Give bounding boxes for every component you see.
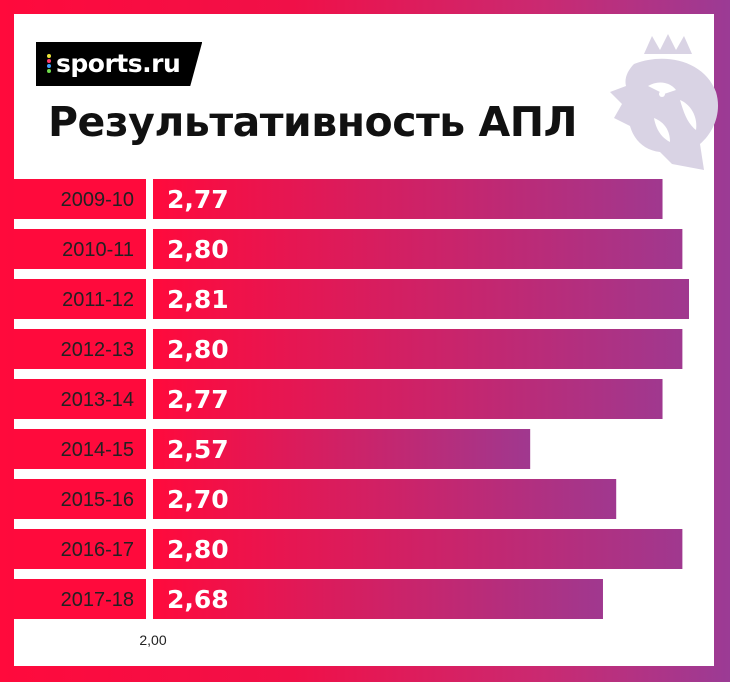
logo-text: sports.ru xyxy=(56,49,181,78)
season-label-box xyxy=(14,179,146,219)
bar xyxy=(153,429,531,469)
bar-row: 2012-13 2,80 xyxy=(14,329,683,369)
bar xyxy=(153,579,603,619)
logo-dots-icon xyxy=(46,53,52,74)
bar-row: 2017-18 2,68 xyxy=(14,579,603,619)
bar-row: 2015-16 2,70 xyxy=(14,479,617,519)
bar xyxy=(153,379,663,419)
bar-row: 2016-17 2,80 xyxy=(14,529,683,569)
sports-ru-logo: sports.ru xyxy=(36,42,202,86)
season-label-box xyxy=(14,379,146,419)
season-label: 2015-16 xyxy=(61,489,134,511)
season-label: 2011-12 xyxy=(62,289,134,311)
season-label-box xyxy=(14,529,146,569)
season-label-box xyxy=(14,479,146,519)
bar xyxy=(153,329,683,369)
bar-value-label: 2,68 xyxy=(167,585,229,614)
bar-row: 2011-12 2,81 xyxy=(14,279,689,319)
season-label-box xyxy=(14,579,146,619)
bar-row: 2014-15 2,57 xyxy=(14,429,531,469)
bar xyxy=(153,479,617,519)
season-label: 2010-11 xyxy=(62,239,134,261)
bar-row: 2013-14 2,77 xyxy=(14,379,663,419)
bar xyxy=(153,279,689,319)
bar xyxy=(153,179,663,219)
bar xyxy=(153,229,683,269)
season-label-box xyxy=(14,429,146,469)
bar-value-label: 2,77 xyxy=(167,385,229,414)
bar-row: 2009-10 2,77 xyxy=(14,179,663,219)
season-label: 2017-18 xyxy=(61,589,134,611)
premier-league-lion-icon xyxy=(610,34,719,170)
bar-rows: 2009-10 2,77 2010-11 2,80 2011-12 2,81 2012-13… xyxy=(14,179,689,619)
chart-title: Результативность АПЛ xyxy=(48,98,578,146)
season-label: 2016-17 xyxy=(61,539,134,561)
bar-value-label: 2,70 xyxy=(167,485,229,514)
season-label-box xyxy=(14,329,146,369)
bar-value-label: 2,80 xyxy=(167,535,229,564)
bar-value-label: 2,80 xyxy=(167,235,229,264)
season-label-box xyxy=(14,229,146,269)
axis-start-label: 2,00 xyxy=(139,632,166,648)
bar-row: 2010-11 2,80 xyxy=(14,229,683,269)
bar-value-label: 2,57 xyxy=(167,435,229,464)
bar xyxy=(153,529,683,569)
bar-value-label: 2,81 xyxy=(167,285,229,314)
season-label-box xyxy=(14,279,146,319)
season-label: 2014-15 xyxy=(61,439,134,461)
bar-value-label: 2,80 xyxy=(167,335,229,364)
season-label: 2009-10 xyxy=(61,189,134,211)
bar-value-label: 2,77 xyxy=(167,185,229,214)
chart-card: sports.ru Результативность АПЛ xyxy=(14,14,719,666)
season-label: 2013-14 xyxy=(61,389,134,411)
bar-chart: 2009-10 2,77 2010-11 2,80 2011-12 2,81 2012-13… xyxy=(14,179,689,648)
season-label: 2012-13 xyxy=(61,339,134,361)
